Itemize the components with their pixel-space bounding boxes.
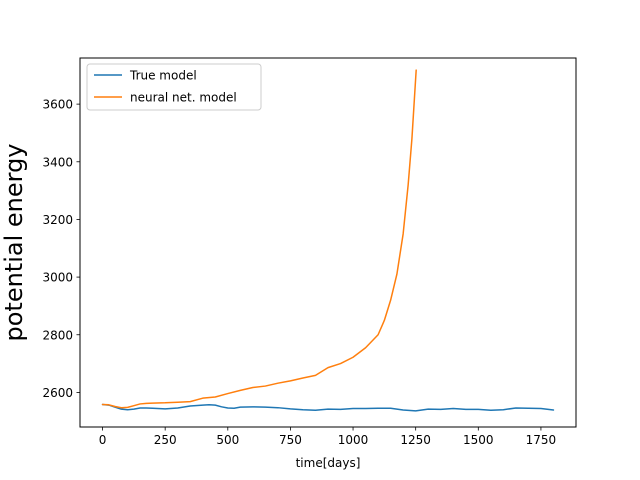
x-tick-label: 1750	[526, 433, 557, 447]
x-tick-label: 1500	[463, 433, 494, 447]
legend-label-1: neural net. model	[130, 91, 237, 105]
series-layer	[101, 69, 555, 412]
x-tick-label: 1250	[400, 433, 431, 447]
y-axis-label: potential energy	[0, 143, 28, 341]
plot-frame	[79, 57, 577, 428]
plot-area	[80, 58, 576, 427]
y-tick-label: 3200	[42, 213, 73, 227]
x-tick-label: 750	[279, 433, 302, 447]
legend: True model neural net. model	[86, 63, 262, 111]
y-tick-label: 2800	[42, 328, 73, 342]
y-axis: 2600 2800 3000 3200 3400 3600	[42, 98, 80, 400]
legend-box	[86, 63, 262, 111]
x-tick-label: 0	[99, 433, 107, 447]
y-tick-label: 2600	[42, 386, 73, 400]
x-tick-label: 500	[216, 433, 239, 447]
x-axis-label: time[days]	[296, 456, 361, 470]
y-tick-label: 3600	[42, 98, 73, 112]
y-tick-label: 3400	[42, 155, 73, 169]
legend-label-0: True model	[129, 69, 197, 83]
x-axis: 0 250 500 750 1000 1250 1500 1750	[99, 427, 556, 447]
series-line-0	[101, 403, 555, 412]
x-tick-label: 250	[154, 433, 177, 447]
x-tick-label: 1000	[338, 433, 369, 447]
series-line-1	[101, 69, 417, 409]
y-tick-label: 3000	[42, 271, 73, 285]
